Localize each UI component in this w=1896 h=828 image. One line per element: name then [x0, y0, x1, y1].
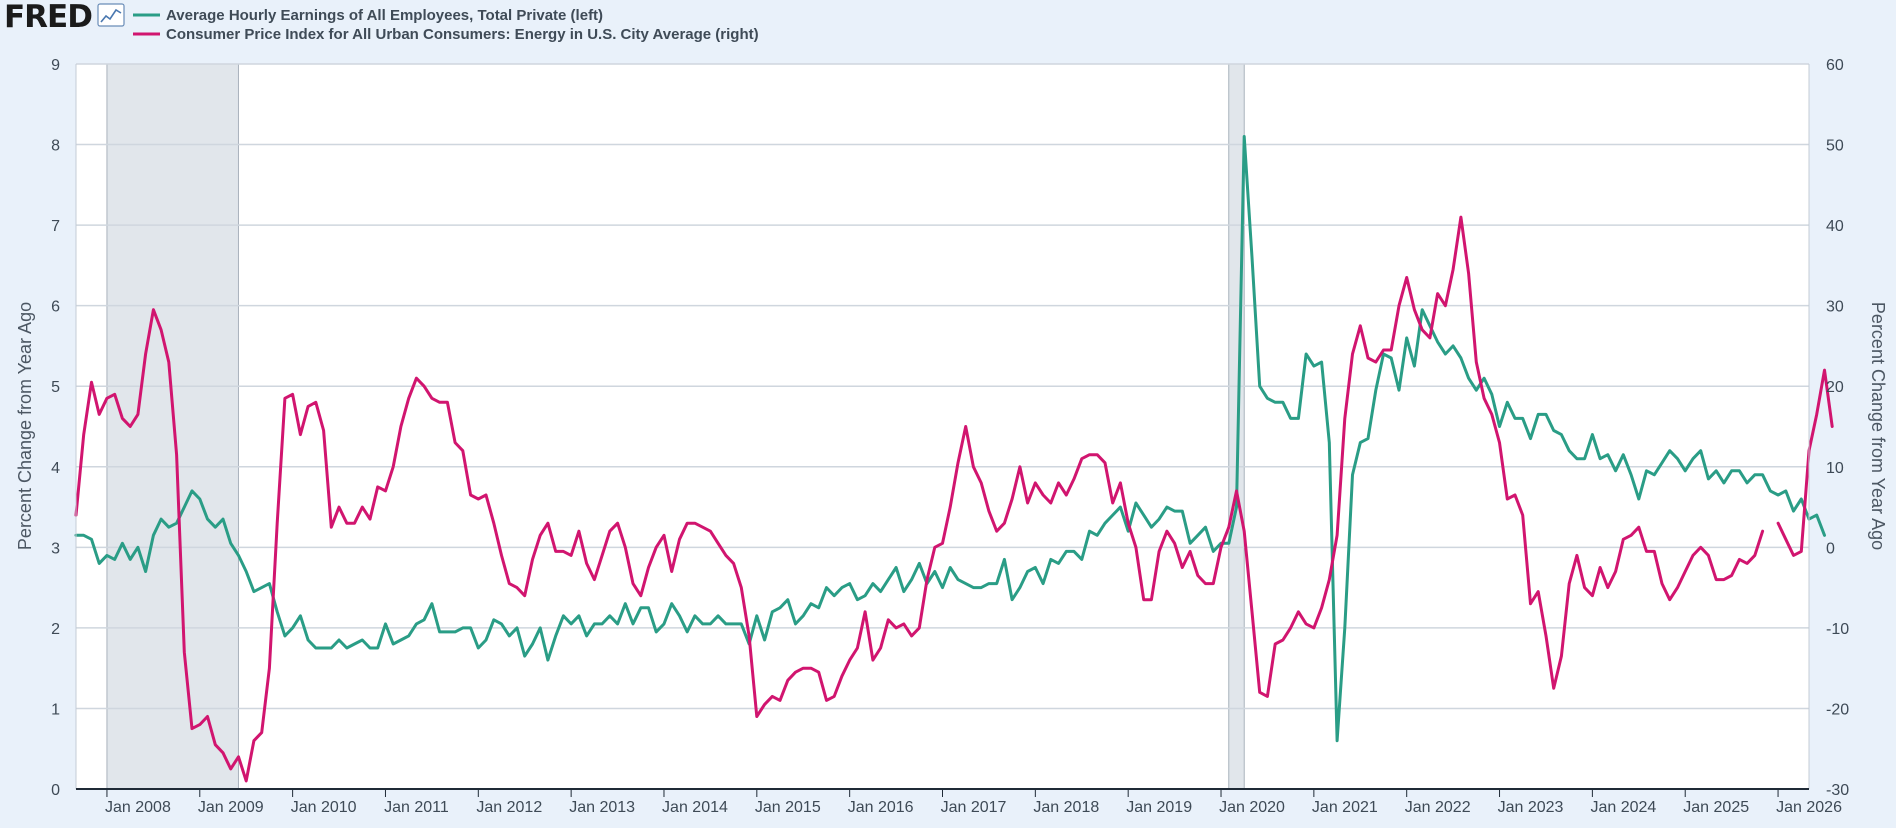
- y-right-tick-label: -10: [1826, 621, 1849, 638]
- x-tick-label: Jan 2009: [198, 799, 264, 816]
- chart-line-icon: [97, 3, 125, 27]
- y-left-tick-label: 3: [51, 540, 60, 557]
- y-left-tick-label: 8: [51, 138, 60, 155]
- series-line-cpi-energy: [74, 215, 1765, 783]
- y-right-tick-label: 30: [1826, 299, 1844, 316]
- x-tick-label: Jan 2018: [1033, 799, 1099, 816]
- x-tick-label: Jan 2011: [384, 799, 449, 816]
- y-right-tick-label: 10: [1826, 460, 1844, 477]
- y-left-tick-label: 1: [51, 701, 60, 718]
- series-lines: [74, 135, 1834, 783]
- y-right-tick-label: 60: [1826, 57, 1844, 74]
- y-left-tick-label: 9: [51, 57, 60, 74]
- recession-band: [106, 64, 239, 789]
- y-left-tick-label: 4: [51, 460, 60, 477]
- plot-background: [76, 64, 1809, 789]
- y-left-tick-label: 2: [51, 621, 60, 638]
- x-tick-label: Jan 2012: [476, 799, 542, 816]
- y-right-tick-label: 50: [1826, 138, 1844, 155]
- x-tick-label: Jan 2013: [569, 799, 635, 816]
- y-right-tick-label: -20: [1826, 701, 1849, 718]
- y-axis-right-title: Percent Change from Year Ago: [1868, 302, 1888, 550]
- y-right-tick-label: 40: [1826, 218, 1844, 235]
- x-tick-label: Jan 2016: [848, 799, 914, 816]
- x-tick-label: Jan 2026: [1776, 799, 1842, 816]
- fred-logo: FRED: [4, 0, 92, 35]
- series-line-cpi-energy: [1776, 368, 1834, 557]
- x-tick-label: Jan 2021: [1312, 799, 1378, 816]
- axes: 0 1 2 3 4 5 6 7 8 9 -30 -20 -10 0 10 20 30 40 50 60 Jan 2008…: [51, 57, 1849, 816]
- legend: Average Hourly Earnings of All Employees…: [133, 7, 759, 43]
- y-left-tick-label: 0: [51, 782, 60, 799]
- x-tick-label: Jan 2015: [755, 799, 821, 816]
- legend-label: Consumer Price Index for All Urban Consu…: [166, 26, 759, 43]
- x-tick-label: Jan 2008: [105, 799, 171, 816]
- y-left-tick-label: 6: [51, 299, 60, 316]
- x-tick-label: Jan 2017: [941, 799, 1007, 816]
- series-line-avg-hourly-earnings: [74, 135, 1826, 743]
- x-tick-label: Jan 2020: [1219, 799, 1285, 816]
- legend-label: Average Hourly Earnings of All Employees…: [166, 7, 603, 24]
- x-tick-label: Jan 2024: [1590, 799, 1656, 816]
- gridlines: [76, 63, 1809, 710]
- x-tick-label: Jan 2023: [1498, 799, 1564, 816]
- x-tick-label: Jan 2022: [1405, 799, 1471, 816]
- recession-band: [1228, 64, 1245, 789]
- y-right-tick-label: -30: [1826, 782, 1849, 799]
- x-tick-label: Jan 2010: [291, 799, 357, 816]
- x-tick-label: Jan 2019: [1126, 799, 1192, 816]
- y-left-tick-label: 5: [51, 379, 60, 396]
- y-axis-left-title: Percent Change from Year Ago: [15, 302, 35, 550]
- header: FRED: [4, 0, 125, 35]
- x-tick-label: Jan 2025: [1683, 799, 1749, 816]
- x-tick-label: Jan 2014: [662, 799, 728, 816]
- y-right-tick-label: 0: [1826, 540, 1835, 557]
- y-right-tick-label: 20: [1826, 379, 1844, 396]
- y-left-tick-label: 7: [51, 218, 60, 235]
